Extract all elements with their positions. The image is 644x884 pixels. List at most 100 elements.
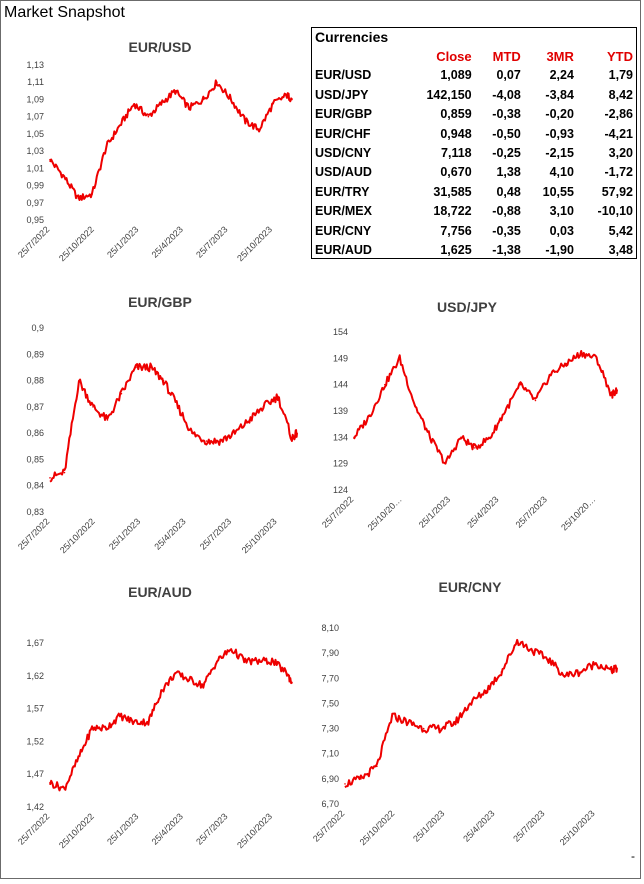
y-tick-label: 0,99: [26, 181, 44, 191]
data-point: [474, 447, 476, 449]
cell-value: -1,38: [492, 243, 521, 258]
data-point: [216, 660, 218, 663]
data-point: [248, 419, 251, 421]
data-point: [344, 783, 346, 785]
table-row: USD/CNY 7,118 -0,25 -2,15 3,20: [312, 144, 636, 163]
y-tick-label: 6,90: [321, 774, 339, 784]
cell-pair: EUR/MEX: [315, 204, 372, 219]
cell-value: 1,38: [496, 165, 521, 180]
chart-title: EUR/CNY: [438, 579, 502, 595]
cell-pair: EUR/CHF: [315, 126, 371, 141]
cell-value: -0,38: [492, 107, 521, 122]
y-tick-label: 0,97: [26, 198, 44, 208]
currency-table: Currencies Close MTD 3MR YTD EUR/USD 1,08…: [311, 27, 637, 259]
data-point: [286, 672, 288, 675]
data-point: [258, 660, 260, 663]
y-tick-label: 1,52: [26, 736, 44, 746]
y-tick-label: 1,47: [26, 769, 44, 779]
data-point: [149, 366, 152, 369]
data-point: [105, 146, 108, 148]
data-point: [174, 672, 177, 675]
x-tick-label: 25/7/2022: [311, 808, 346, 843]
data-point: [368, 415, 371, 418]
table-row: EUR/TRY 31,585 0,48 10,55 57,92: [312, 183, 636, 202]
data-point: [49, 158, 51, 161]
data-point: [360, 778, 362, 780]
cell-value: -0,20: [545, 107, 574, 122]
cell-value: 0,670: [440, 165, 472, 180]
series-line: [49, 362, 298, 483]
y-tick-label: 7,90: [321, 648, 339, 658]
data-point: [147, 115, 150, 118]
y-tick-label: 0,9: [31, 323, 44, 333]
data-point: [106, 419, 109, 421]
data-point: [202, 684, 205, 687]
y-tick-label: 0,86: [26, 428, 44, 438]
cell-value: 0,48: [496, 184, 521, 199]
data-point: [407, 721, 410, 724]
y-tick-label: 1,62: [26, 671, 44, 681]
data-point: [244, 120, 247, 122]
data-point: [202, 98, 205, 101]
data-point: [579, 671, 581, 673]
y-tick-label: 7,50: [321, 698, 339, 708]
data-point: [438, 727, 441, 730]
data-point: [376, 765, 378, 768]
data-point: [63, 176, 65, 178]
data-point: [610, 394, 613, 397]
data-point: [63, 787, 65, 790]
chart-title: EUR/USD: [128, 39, 191, 55]
data-point: [414, 404, 416, 407]
x-tick-label: 25/4/2023: [461, 808, 496, 843]
table-row: EUR/MEX 18,722 -0,88 3,10 -10,10: [312, 202, 636, 221]
data-point: [277, 395, 279, 398]
data-point: [244, 660, 247, 663]
cell-value: -0,93: [545, 126, 574, 141]
cell-value: 57,92: [601, 184, 633, 199]
data-point: [580, 352, 583, 354]
y-tick-label: 1,09: [26, 94, 44, 104]
y-tick-label: 154: [333, 327, 348, 337]
y-tick-label: 6,70: [321, 799, 339, 809]
chart-title: USD/JPY: [437, 299, 498, 315]
data-point: [219, 440, 222, 442]
cell-value: -0,88: [492, 204, 521, 219]
data-point: [500, 671, 503, 673]
data-point: [291, 98, 293, 101]
cell-value: 7,756: [440, 223, 472, 238]
data-point: [77, 197, 80, 200]
cell-value: 142,150: [426, 87, 472, 102]
y-tick-label: 149: [333, 353, 348, 363]
data-point: [119, 715, 121, 717]
cell-value: 31,585: [433, 184, 472, 199]
data-point: [595, 357, 598, 360]
y-tick-label: 139: [333, 406, 348, 416]
y-tick-label: 1,05: [26, 129, 44, 139]
data-point: [444, 462, 447, 465]
cell-value: -2,15: [545, 146, 574, 161]
data-point: [391, 715, 394, 717]
data-point: [230, 648, 232, 650]
y-tick-label: 129: [333, 459, 348, 469]
cell-value: -1,72: [604, 165, 634, 180]
data-point: [133, 721, 135, 723]
cell-value: 2,24: [549, 68, 574, 83]
table-header-row: Close MTD 3MR YTD: [312, 47, 636, 66]
y-tick-label: 0,88: [26, 376, 44, 386]
data-point: [516, 639, 519, 642]
x-tick-label: 25/10/2023: [558, 808, 597, 847]
data-point: [234, 432, 236, 434]
cell-value: -2,86: [604, 107, 634, 122]
y-tick-label: 1,13: [26, 60, 44, 70]
cell-pair: EUR/AUD: [315, 243, 372, 258]
data-point: [610, 669, 613, 672]
data-point: [91, 727, 93, 729]
data-point: [91, 193, 93, 195]
cell-value: 10,55: [542, 184, 574, 199]
data-point: [162, 379, 165, 382]
cell-value: 0,07: [496, 68, 521, 83]
data-point: [188, 107, 190, 109]
